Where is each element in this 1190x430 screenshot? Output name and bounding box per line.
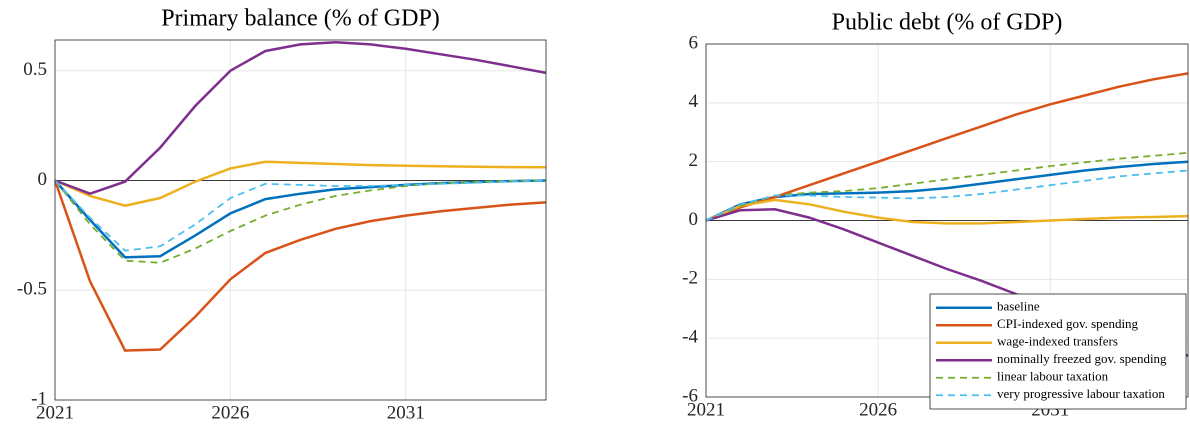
- legend-label: nominally freezed gov. spending: [997, 351, 1167, 366]
- plot: -1 -0.5 0 0.5 2021 2026 2031 Primary balance (%…: [17, 6, 547, 423]
- y-tick-label: 0: [689, 209, 699, 230]
- x-tick-label: 2026: [211, 402, 249, 423]
- x-tick-label: 2021: [687, 399, 725, 420]
- legend-label: CPI-indexed gov. spending: [997, 316, 1139, 331]
- x-tick-label: 2031: [387, 402, 425, 423]
- x-tick-label: 2021: [36, 402, 74, 423]
- y-tick-label: 0.5: [23, 59, 47, 80]
- plot-area: [55, 40, 546, 400]
- series-line: [54, 179, 547, 252]
- legend-label: baseline: [997, 299, 1040, 314]
- y-tick-label: -4: [682, 327, 698, 348]
- y-tick-label: 2: [689, 150, 699, 171]
- legend-label: wage-indexed transfers: [997, 334, 1118, 349]
- chart-title: Primary balance (% of GDP): [161, 6, 440, 32]
- y-tick-label: -0.5: [17, 279, 47, 300]
- series-line: [705, 169, 1189, 222]
- y-tick-label: -6: [682, 385, 698, 406]
- series-line: [705, 198, 1189, 225]
- series-line: [705, 151, 1189, 222]
- y-tick-label: 0: [38, 169, 48, 190]
- legend-label: very progressive labour taxation: [997, 386, 1165, 401]
- y-tick-label: -1: [31, 388, 47, 409]
- series-line: [705, 72, 1189, 222]
- series-line: [54, 160, 547, 207]
- chart-title: Public debt (% of GDP): [832, 10, 1063, 36]
- series-line: [53, 180, 547, 352]
- y-tick-label: -2: [682, 268, 698, 289]
- series-line: [54, 40, 547, 196]
- plot-frame: [54, 39, 547, 401]
- y-tick-label: 4: [689, 91, 699, 112]
- y-tick-label: 6: [689, 32, 699, 53]
- legend-label: linear labour taxation: [997, 369, 1109, 384]
- legend-box: [929, 293, 1187, 410]
- x-tick-label: 2026: [859, 399, 897, 420]
